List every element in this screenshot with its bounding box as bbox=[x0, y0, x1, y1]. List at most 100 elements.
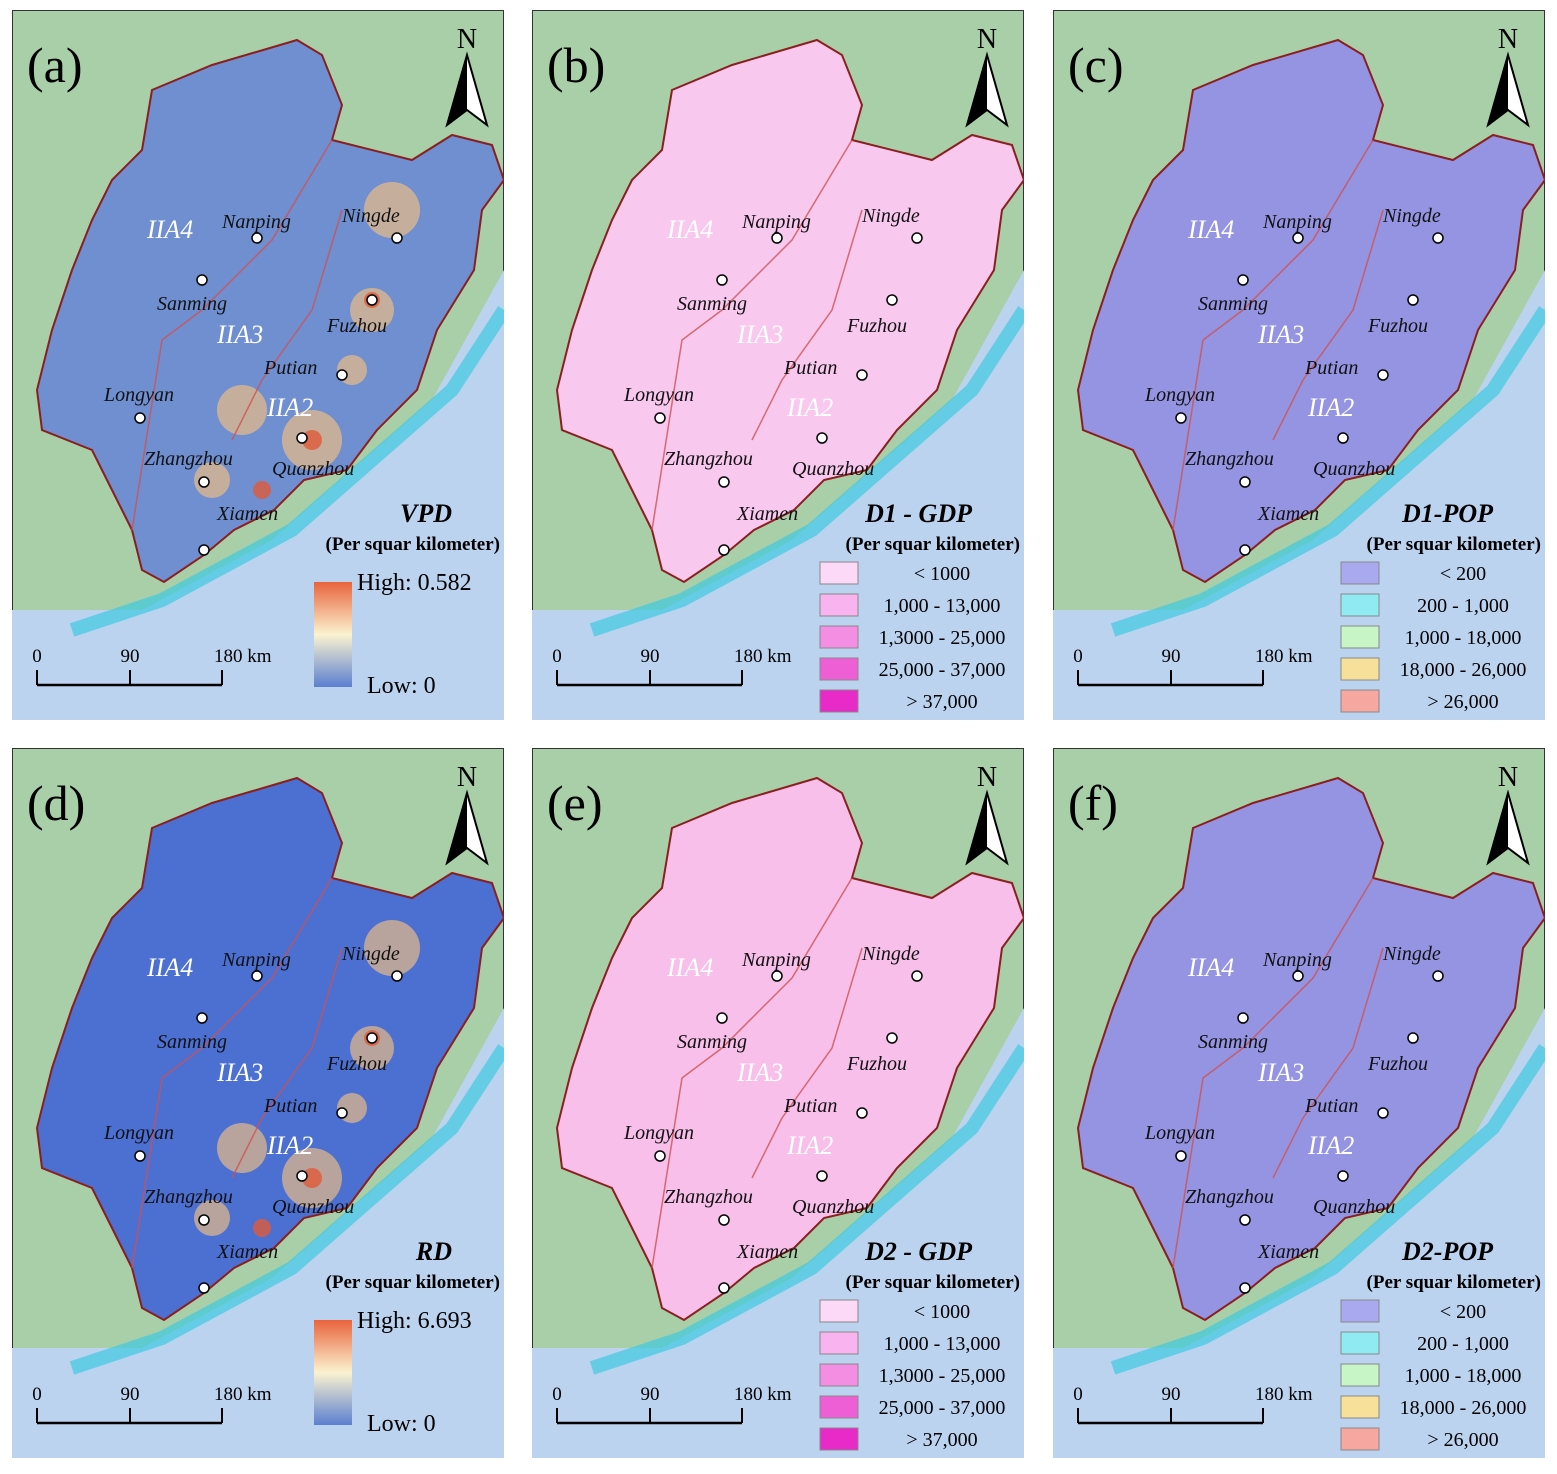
zone-label: IIA2 bbox=[266, 1131, 313, 1160]
city-marker bbox=[1237, 1012, 1249, 1024]
legend-label: 1,3000 - 25,000 bbox=[879, 627, 1006, 649]
city-marker bbox=[1432, 232, 1444, 244]
city-marker bbox=[1337, 432, 1349, 444]
city-label: Longyan bbox=[623, 1122, 694, 1144]
city-marker bbox=[654, 412, 666, 424]
city-marker bbox=[1432, 970, 1444, 982]
city-label: Zhangzhou bbox=[144, 1186, 233, 1208]
legend-swatch bbox=[1340, 625, 1380, 649]
city-marker bbox=[296, 432, 308, 444]
province bbox=[35, 38, 504, 584]
legend-swatch bbox=[1340, 561, 1380, 585]
city-label: Longyan bbox=[103, 1122, 174, 1144]
north-label: N bbox=[1498, 762, 1518, 793]
legend-subtitle: (Per squar kilometer) bbox=[1367, 1272, 1541, 1293]
scale-label: 90 bbox=[121, 646, 140, 667]
city-marker bbox=[911, 232, 923, 244]
city-label: Sanming bbox=[157, 1031, 227, 1053]
zone-label: IIA3 bbox=[216, 320, 263, 349]
city-marker bbox=[1237, 274, 1249, 286]
city-marker bbox=[716, 274, 728, 286]
city-marker bbox=[716, 1012, 728, 1024]
city-label: Quanzhou bbox=[792, 458, 874, 480]
sea bbox=[1053, 1008, 1545, 1458]
map-panel: (a) N IIA4 IIA3 IIA2 Nanping Ningde Sanming Fuzh… bbox=[12, 10, 504, 720]
city-label: Nanping bbox=[221, 949, 291, 971]
map-panel: (e) N IIA4 IIA3 IIA2 Nanping Ningde Sanming Fuzh… bbox=[532, 748, 1024, 1458]
legend-swatch bbox=[819, 689, 859, 713]
legend-title: RD bbox=[415, 1237, 452, 1266]
legend-swatch bbox=[819, 1331, 859, 1355]
hotspot-core bbox=[302, 1168, 322, 1188]
city-label: Xiamen bbox=[1257, 503, 1319, 525]
city-marker bbox=[816, 432, 828, 444]
scale-label: 180 km bbox=[734, 646, 792, 667]
hotspot bbox=[364, 920, 420, 976]
legend-swatch bbox=[1340, 657, 1380, 681]
city-label: Longyan bbox=[1144, 384, 1215, 406]
city-label: Nanping bbox=[221, 211, 291, 233]
map-panel: (d) N IIA4 IIA3 IIA2 Nanping Ningde Sanming Fuzh… bbox=[12, 748, 504, 1458]
city-label: Nanping bbox=[1262, 211, 1332, 233]
city-label: Quanzhou bbox=[1313, 1196, 1395, 1218]
city-marker bbox=[1407, 294, 1419, 306]
city-marker bbox=[134, 412, 146, 424]
north-arrow-half bbox=[447, 55, 467, 125]
map-panel: (c) N IIA4 IIA3 IIA2 Nanping Ningde Sanming Fuzh… bbox=[1053, 10, 1545, 720]
hotspot bbox=[194, 1200, 230, 1236]
map-panel: (b) N IIA4 IIA3 IIA2 Nanping Ningde Sanming Fuzh… bbox=[532, 10, 1024, 720]
city-marker bbox=[886, 294, 898, 306]
city-label: Xiamen bbox=[216, 503, 278, 525]
north-label: N bbox=[457, 762, 477, 793]
map-panel: (f) N IIA4 IIA3 IIA2 Nanping Ningde Sanming Fuzh… bbox=[1053, 748, 1545, 1458]
city-marker bbox=[718, 544, 730, 556]
zone-boundary bbox=[651, 877, 863, 1269]
zone-label: IIA4 bbox=[666, 215, 713, 244]
city-label: Zhangzhou bbox=[1185, 1186, 1274, 1208]
scale-label: 180 km bbox=[214, 646, 272, 667]
province bbox=[555, 776, 1024, 1322]
city-marker bbox=[856, 1107, 868, 1119]
city-marker bbox=[816, 1170, 828, 1182]
city-marker bbox=[196, 274, 208, 286]
legend-low: Low: 0 bbox=[367, 1411, 436, 1437]
legend-label: 25,000 - 37,000 bbox=[879, 659, 1006, 681]
city-label: Fuzhou bbox=[846, 1053, 907, 1075]
zone-label: IIA4 bbox=[666, 953, 713, 982]
city-label: Zhangzhou bbox=[1185, 448, 1274, 470]
city-label: Fuzhou bbox=[326, 1053, 387, 1075]
legend-label: 1,000 - 18,000 bbox=[1405, 1365, 1522, 1387]
north-label: N bbox=[977, 762, 997, 793]
city-marker bbox=[654, 1150, 666, 1162]
province bbox=[555, 38, 1024, 584]
city-marker bbox=[391, 970, 403, 982]
city-label: Ningde bbox=[341, 205, 400, 227]
scale-label: 0 bbox=[1073, 646, 1083, 667]
city-label: Sanming bbox=[677, 1031, 747, 1053]
legend-swatch bbox=[819, 1299, 859, 1323]
city-label: Ningde bbox=[1382, 943, 1441, 965]
north-arrow-half bbox=[1488, 793, 1508, 863]
legend-label: 1,000 - 13,000 bbox=[884, 1333, 1001, 1355]
north-label: N bbox=[457, 24, 477, 55]
zone-label: IIA4 bbox=[1187, 953, 1234, 982]
zone-boundary bbox=[651, 139, 863, 531]
zone-label: IIA4 bbox=[146, 215, 193, 244]
city-label: Fuzhou bbox=[326, 315, 387, 337]
coast bbox=[589, 1044, 1024, 1375]
north-label: N bbox=[977, 24, 997, 55]
legend-label: 1,3000 - 25,000 bbox=[879, 1365, 1006, 1387]
zone-label: IIA3 bbox=[1257, 1058, 1304, 1087]
zone-label: IIA4 bbox=[1187, 215, 1234, 244]
legend-swatch bbox=[819, 1363, 859, 1387]
city-label: Xiamen bbox=[216, 1241, 278, 1263]
city-label: Zhangzhou bbox=[144, 448, 233, 470]
hotspot-core bbox=[253, 481, 271, 499]
city-marker bbox=[251, 232, 263, 244]
city-marker bbox=[718, 476, 730, 488]
province bbox=[1076, 776, 1545, 1322]
zone-label: IIA3 bbox=[216, 1058, 263, 1087]
city-marker bbox=[771, 970, 783, 982]
city-label: Putian bbox=[263, 1095, 317, 1117]
city-label: Zhangzhou bbox=[664, 448, 753, 470]
